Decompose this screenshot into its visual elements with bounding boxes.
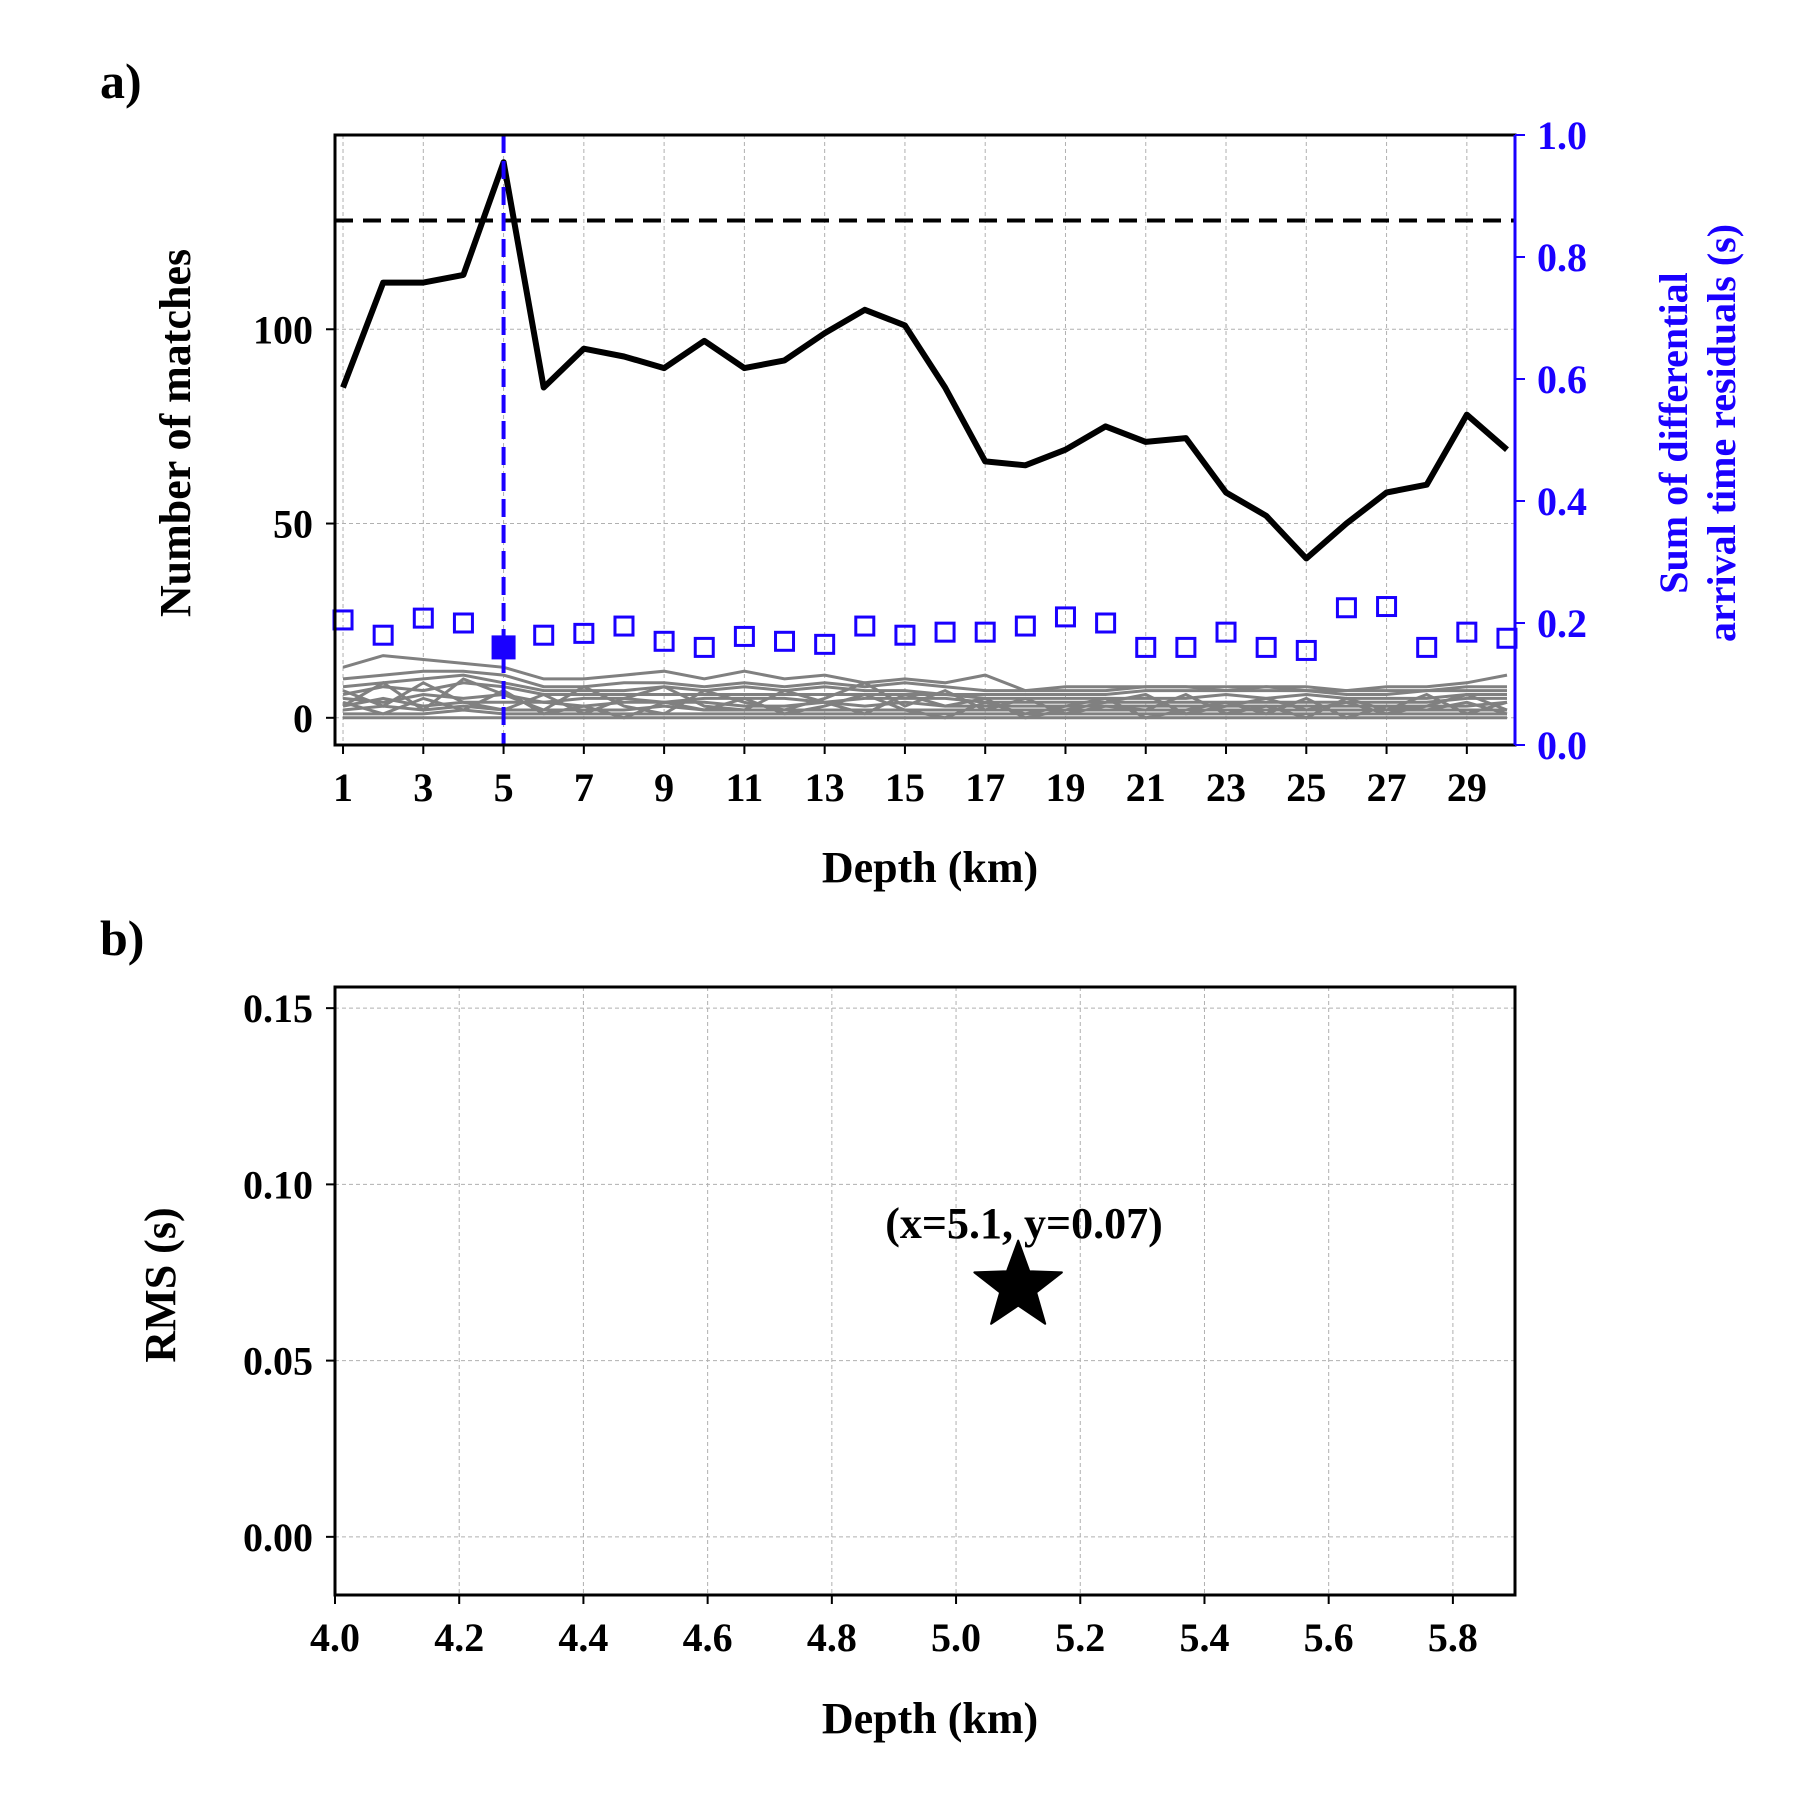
x-tick-label: 1 [333,765,353,810]
panel-a-y2-axis-label-line1: Sum of differential [1651,272,1696,593]
y-tick-label: 50 [273,502,313,547]
residual-marker-selected [491,635,516,660]
panel-b-point-annotation: (x=5.1, y=0.07) [885,1199,1162,1248]
x-tick-label: 27 [1367,765,1407,810]
y2-tick-label: 1.0 [1537,113,1587,158]
background-line [342,677,1508,720]
residual-marker [894,624,916,646]
x-tick-label: 3 [413,765,433,810]
y-tick-label: 0.15 [243,986,313,1031]
x-tick-label: 4.4 [558,1615,608,1660]
residual-marker [372,624,394,646]
x-tick-label: 7 [574,765,594,810]
x-tick-label: 5.0 [931,1615,981,1660]
residual-marker [1054,606,1076,628]
x-tick-label: 13 [805,765,845,810]
residual-marker [814,633,836,655]
y-tick-label: 0.05 [243,1339,313,1384]
background-line [342,688,1508,720]
residual-marker [412,607,434,629]
y-tick-label: 0.00 [243,1515,313,1560]
x-tick-label: 5 [494,765,514,810]
residual-marker [1175,636,1197,658]
residual-marker [533,624,555,646]
series-matches-line [340,159,1509,562]
residual-marker [1255,636,1277,658]
panel-a-y2-axis-label-line2: arrival time residuals (s) [1699,224,1744,642]
background-line [342,696,1508,708]
x-tick-label: 5.8 [1428,1615,1478,1660]
panel-b-x-axis-label: Depth (km) [822,1694,1038,1743]
x-tick-label: 4.6 [683,1615,733,1660]
panel-a-x-axis-label: Depth (km) [822,843,1038,892]
y2-tick-label: 0.2 [1537,601,1587,646]
y-tick-label: 100 [253,307,313,352]
background-line [342,681,1508,720]
x-tick-label: 9 [654,765,674,810]
residual-marker [974,621,996,643]
residual-marker [1335,597,1357,619]
residual-marker [1295,639,1317,661]
panel-a-y-axis-label: Number of matches [151,249,200,617]
residual-marker [1095,612,1117,634]
residual-marker [1376,596,1398,618]
y2-tick-label: 0.4 [1537,479,1587,524]
background-line [342,654,1508,693]
panel-a-chart: 1 3 5 7 9 11 13 15 17 19 21 23 25 27 290501000.00.20.4… [253,113,1587,810]
y2-tick-label: 0.6 [1537,357,1587,402]
residual-marker [854,615,876,637]
residual-marker [693,636,715,658]
panel-b-y-axis-label: RMS (s) [136,1207,185,1362]
panel-a-label: a) [100,53,142,109]
residual-marker [1215,621,1237,643]
residual-marker [573,622,595,644]
residual-marker [1135,636,1157,658]
x-tick-label: 21 [1126,765,1166,810]
residual-marker [653,630,675,652]
residual-marker [1014,615,1036,637]
panel-b-frame [333,985,1517,1597]
x-tick-label: 5.6 [1304,1615,1354,1660]
x-tick-label: 23 [1206,765,1246,810]
x-tick-label: 29 [1447,765,1487,810]
x-tick-label: 4.0 [310,1615,360,1660]
x-tick-label: 4.8 [807,1615,857,1660]
panel-b-label: b) [100,910,144,966]
x-tick-label: 4.2 [434,1615,484,1660]
residual-marker [1456,621,1478,643]
x-tick-label: 25 [1286,765,1326,810]
x-tick-label: 11 [725,765,763,810]
background-line [342,681,1507,700]
x-tick-label: 19 [1045,765,1085,810]
residual-marker [452,612,474,634]
residual-marker [934,621,956,643]
y2-tick-label: 0.0 [1537,723,1587,768]
residual-marker [1496,627,1518,649]
residual-marker [613,615,635,637]
background-line [342,673,1507,696]
residual-marker [733,625,755,647]
x-tick-label: 15 [885,765,925,810]
y-tick-label: 0.10 [243,1162,313,1207]
y-tick-label: 0 [293,696,313,741]
x-tick-label: 17 [965,765,1005,810]
star-marker [973,1239,1063,1325]
residual-marker [774,630,796,652]
panel-b-chart: 4.0 4.2 4.4 4.6 4.8 5.0 5.2 5.4 5.6 5.8 0.00 0.05 0.… [243,985,1517,1660]
x-tick-label: 5.2 [1055,1615,1105,1660]
x-tick-label: 5.4 [1179,1615,1229,1660]
residual-marker [1416,636,1438,658]
y2-tick-label: 0.8 [1537,235,1587,280]
